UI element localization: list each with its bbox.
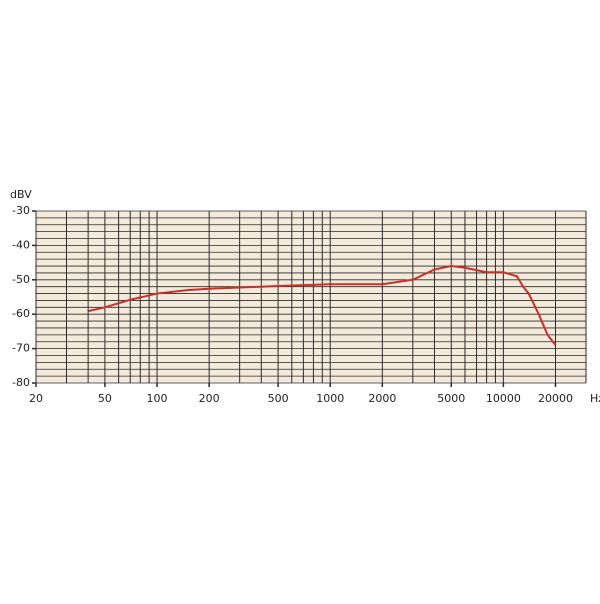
x-tick-label: 5000 <box>437 392 465 405</box>
x-axis-label: Hz <box>590 392 600 405</box>
y-tick-label: -60 <box>12 307 30 320</box>
x-tick-label: 200 <box>199 392 220 405</box>
y-tick-label: -30 <box>12 204 30 217</box>
x-tick-label: 100 <box>147 392 168 405</box>
y-tick-label: -50 <box>12 273 30 286</box>
y-axis-label: dBV <box>10 188 32 201</box>
y-tick-label: -40 <box>12 238 30 251</box>
x-tick-label: 2000 <box>368 392 396 405</box>
x-tick-label: 20 <box>29 392 43 405</box>
response-curve <box>87 265 557 346</box>
plot-background <box>36 211 586 383</box>
x-tick-label: 10000 <box>486 392 521 405</box>
y-tick-label: -80 <box>12 376 30 389</box>
x-tick-label: 500 <box>268 392 289 405</box>
x-tick-label: 20000 <box>538 392 573 405</box>
x-tick-label: 50 <box>98 392 112 405</box>
y-tick-label: -70 <box>12 342 30 355</box>
x-tick-label: 1000 <box>316 392 344 405</box>
